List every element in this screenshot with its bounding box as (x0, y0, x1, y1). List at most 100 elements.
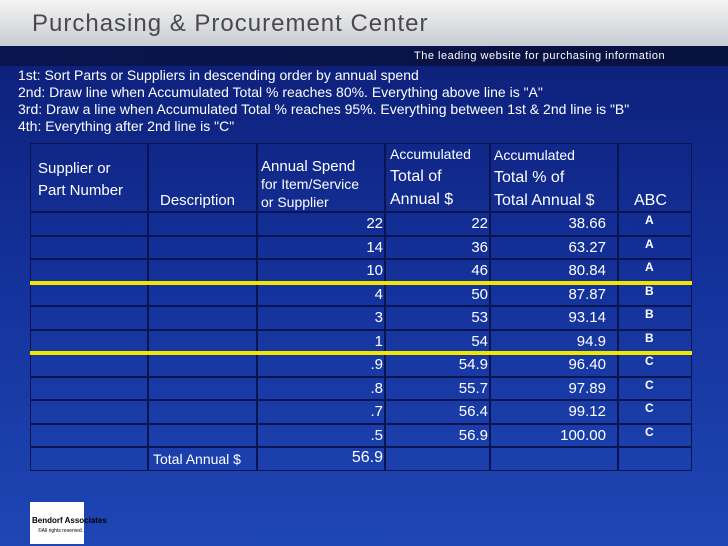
header-text: Supplier or (38, 160, 111, 177)
table-cell (148, 400, 257, 424)
instruction: 4th: Everything after 2nd line is "C" (18, 118, 235, 134)
logo-text: Bendorf Associates (32, 516, 107, 525)
cell-value: 50 (471, 285, 488, 303)
abc-class: A (645, 236, 654, 251)
table-cell (385, 212, 490, 236)
table-cell (148, 329, 257, 353)
cell-value: .9 (370, 356, 383, 373)
header-text: Total Annual $ (494, 192, 595, 209)
table-cell (30, 353, 148, 377)
cell-value: 36 (471, 238, 488, 256)
cell-value: 14 (366, 238, 383, 256)
title: Purchasing & Procurement Center (32, 10, 429, 37)
cell-value: 96.40 (568, 356, 606, 373)
header-text: Annual $ (390, 191, 454, 208)
cell-value: 56.9 (458, 426, 488, 444)
table-cell (490, 212, 618, 236)
table-cell (257, 376, 385, 400)
divider-line (30, 351, 692, 355)
cell-value: 55.7 (458, 379, 488, 397)
header-text: Total of (390, 168, 442, 185)
table-cell (490, 235, 618, 259)
header-text: Accumulated (494, 147, 575, 163)
tagline-bar (0, 46, 728, 66)
abc-class: A (645, 213, 654, 227)
cell-value: 100.00 (560, 426, 606, 444)
cell-value: 53 (471, 309, 488, 326)
cell-value: 3 (374, 309, 383, 326)
instruction: 2nd: Draw line when Accumulated Total % … (18, 84, 543, 100)
abc-class: C (645, 377, 654, 392)
cell-value: 54 (471, 332, 488, 350)
table-cell (490, 447, 618, 471)
table-cell (257, 282, 385, 306)
header-cell (30, 143, 148, 212)
header-text: for Item/Service (261, 176, 360, 192)
cell-value: 1 (374, 332, 383, 350)
cell-value: 99.12 (568, 403, 606, 420)
table-cell (618, 259, 692, 283)
header-cell (257, 143, 385, 212)
table-cell (257, 306, 385, 330)
table-cell (618, 282, 692, 306)
table-cell (257, 447, 385, 471)
cell-value: 38.66 (568, 215, 606, 232)
table-cell (148, 306, 257, 330)
table-cell (30, 423, 148, 447)
table-cell (490, 423, 618, 447)
cell-value: 54.9 (458, 356, 488, 373)
table-cell (30, 400, 148, 424)
header-text: Annual Spend (261, 158, 356, 175)
table-cell (618, 329, 692, 353)
table-cell (618, 376, 692, 400)
header-cell (385, 143, 490, 212)
table-cell (490, 400, 618, 424)
table-cell (148, 447, 257, 471)
abc-class: C (645, 401, 654, 415)
instruction: 3rd: Draw a line when Accumulated Total … (18, 101, 630, 117)
cell-value: 80.84 (568, 262, 606, 279)
cell-value: 22 (366, 215, 383, 232)
table-cell (618, 447, 692, 471)
table-cell (30, 212, 148, 236)
table-cell (30, 259, 148, 283)
table-cell (385, 376, 490, 400)
table-cell (257, 353, 385, 377)
table-cell (148, 259, 257, 283)
abc-class: C (645, 354, 654, 368)
cell-value: 63.27 (568, 238, 606, 256)
header-text: Accumulated (390, 146, 471, 162)
tagline: The leading website for purchasing infor… (414, 50, 666, 62)
header-text: Part Number (38, 182, 124, 199)
table-cell (148, 353, 257, 377)
total-label: Total Annual $ (153, 451, 241, 467)
table-cell (385, 423, 490, 447)
header-text: Description (160, 192, 236, 209)
cell-value: 10 (366, 262, 383, 279)
table-cell (618, 353, 692, 377)
cell-value: 4 (374, 285, 383, 303)
total-value: 56.9 (351, 449, 383, 466)
abc-class: B (645, 283, 654, 298)
cell-value: .7 (370, 403, 383, 420)
table-cell (148, 212, 257, 236)
table-cell (30, 376, 148, 400)
header-cell (618, 143, 692, 212)
table-cell (30, 306, 148, 330)
cell-value: 93.14 (568, 309, 606, 326)
cell-value: 94.9 (576, 332, 606, 350)
instruction: 1st: Sort Parts or Suppliers in descendi… (18, 67, 419, 83)
cell-value: .8 (370, 379, 383, 397)
table-cell (148, 282, 257, 306)
cell-value: .5 (370, 426, 383, 444)
cell-value: 22 (471, 215, 488, 232)
header-text: Total % of (494, 169, 565, 186)
abc-class: B (645, 330, 654, 345)
header-cell (490, 143, 618, 212)
table-cell (490, 376, 618, 400)
table-cell (618, 423, 692, 447)
table-cell (30, 447, 148, 471)
table-cell (618, 235, 692, 259)
cell-value: 87.87 (568, 285, 606, 303)
logo: Bendorf Associates ©All rights reserved. (30, 502, 107, 544)
